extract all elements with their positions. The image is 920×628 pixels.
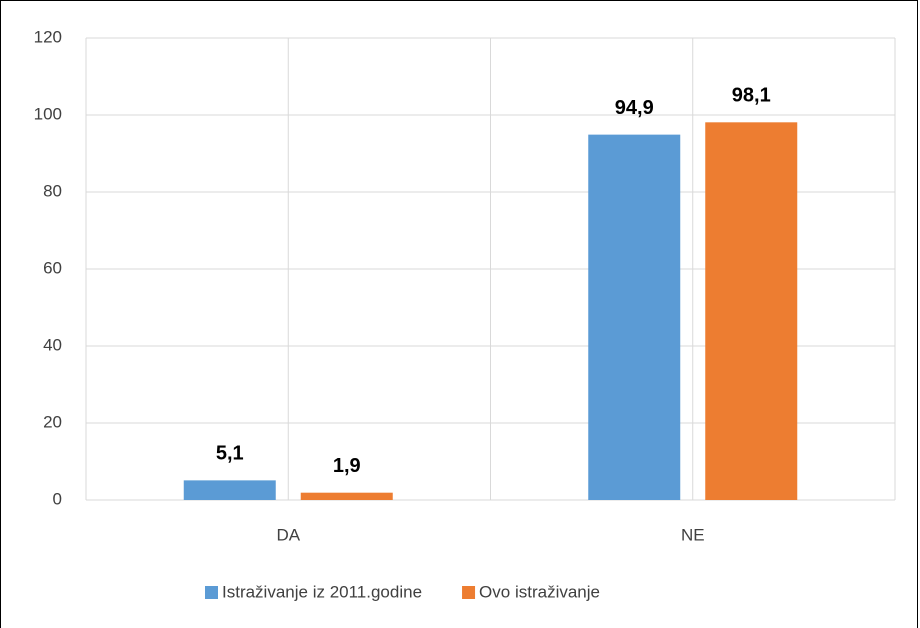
value-label: 1,9 — [333, 455, 361, 477]
legend-label: Istraživanje iz 2011.godine — [222, 582, 422, 601]
value-label: 94,9 — [615, 97, 654, 119]
bar — [705, 122, 798, 500]
bar — [588, 134, 681, 500]
y-tick-label: 60 — [43, 258, 62, 277]
x-tick-label: DA — [276, 525, 300, 544]
y-tick-label: 0 — [53, 489, 62, 508]
y-tick-label: 100 — [34, 104, 62, 123]
value-label: 5,1 — [216, 443, 244, 465]
legend-label: Ovo istraživanje — [479, 582, 600, 601]
bar — [183, 480, 276, 500]
y-tick-label: 20 — [43, 412, 62, 431]
legend-swatch — [205, 586, 218, 599]
bar — [300, 492, 393, 500]
y-tick-label: 120 — [34, 27, 62, 46]
legend-swatch — [462, 586, 476, 599]
x-tick-label: NE — [681, 525, 705, 544]
y-tick-label: 80 — [43, 181, 62, 200]
y-tick-label: 40 — [43, 335, 62, 354]
value-label: 98,1 — [732, 85, 771, 107]
